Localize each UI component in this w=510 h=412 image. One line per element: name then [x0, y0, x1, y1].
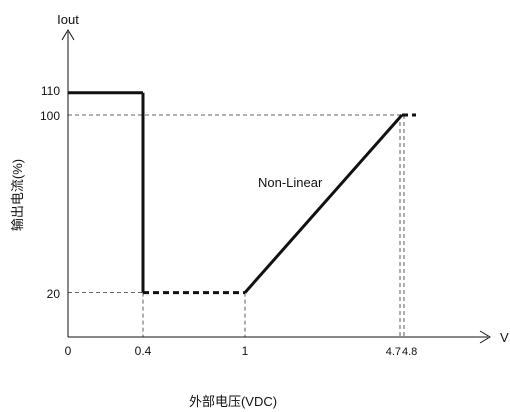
- y-tick-label: 100: [40, 109, 60, 123]
- y-tick-label: 20: [47, 287, 61, 301]
- x-tick-label: 4.8: [402, 346, 417, 358]
- series-segment-3: [243, 114, 404, 294]
- y-axis-name: Iout: [57, 12, 79, 27]
- axes: [61, 29, 491, 344]
- x-axis-name: V: [500, 330, 509, 345]
- y-axis-arrow-icon: [61, 29, 75, 41]
- y-tick-label: 110: [41, 84, 60, 98]
- x-axis-title: 外部电压(VDC): [189, 394, 277, 409]
- x-axis-arrow-icon: [479, 330, 491, 344]
- x-tick-label: 1: [242, 344, 249, 358]
- annotation-label: Non-Linear: [258, 175, 323, 190]
- guide-lines: [68, 114, 405, 337]
- x-tick-label: 4.7: [386, 346, 401, 358]
- series-line: [68, 91, 416, 295]
- y-axis-title: 输出电流(%): [10, 159, 25, 231]
- x-tick-label: 0: [65, 344, 72, 358]
- x-tick-label: 0.4: [135, 344, 152, 358]
